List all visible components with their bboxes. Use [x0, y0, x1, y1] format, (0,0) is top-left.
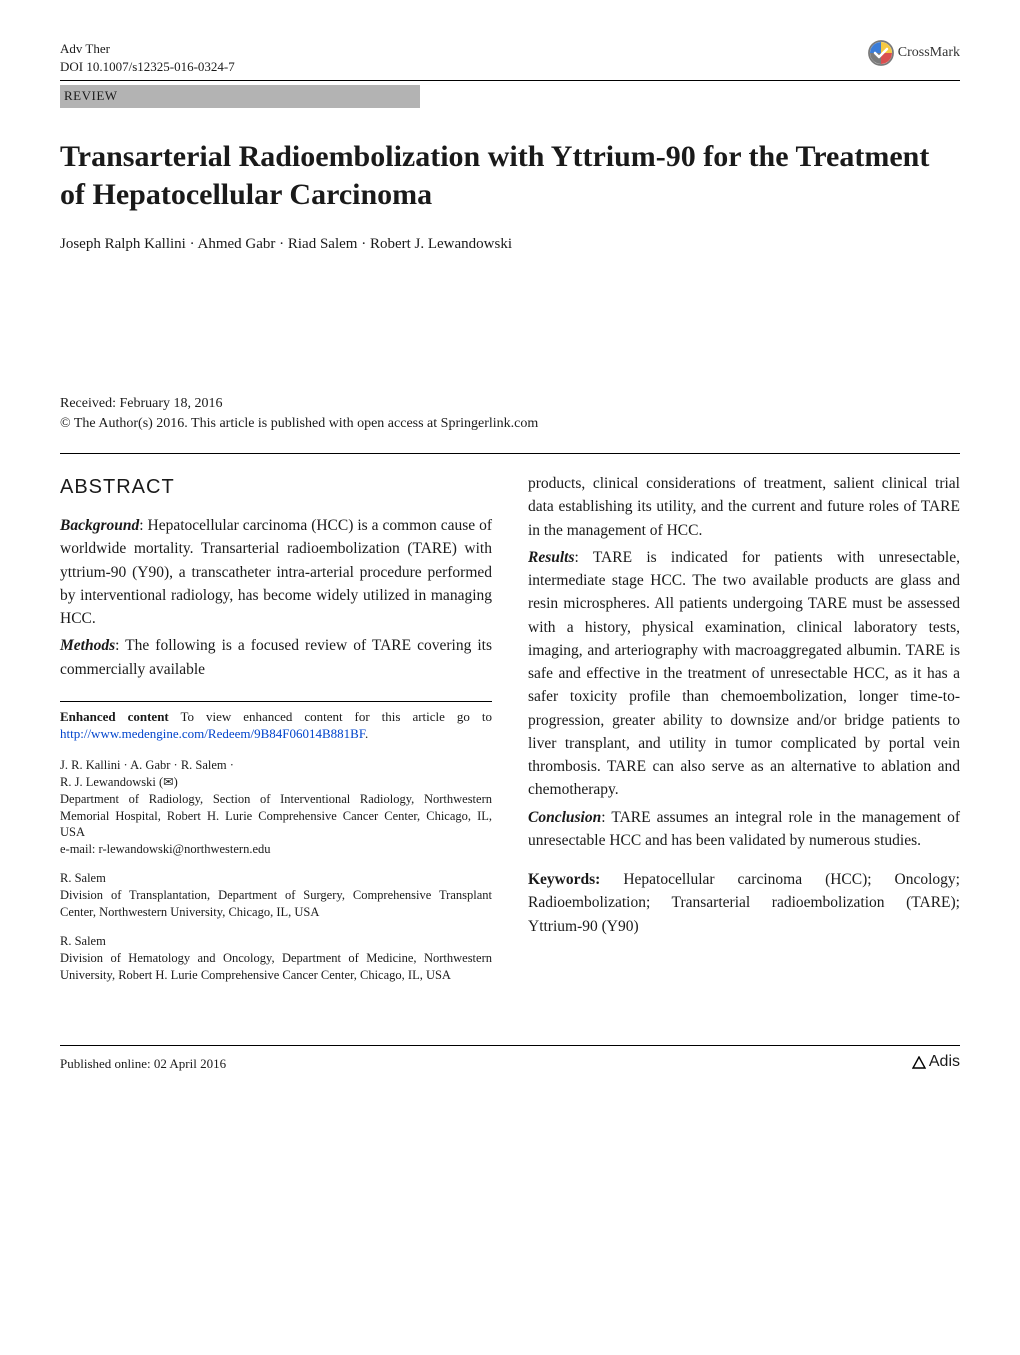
enhanced-tail: .: [365, 726, 368, 741]
affil-corresponding: R. J. Lewandowski (✉): [60, 774, 492, 791]
affiliation-block-2: R. Salem Division of Transplantation, De…: [60, 870, 492, 921]
abstract-background: Background: Hepatocellular carcinoma (HC…: [60, 514, 492, 630]
affiliation-block-1: J. R. Kallini · A. Gabr · R. Salem · R. …: [60, 757, 492, 858]
conclusion-label: Conclusion: [528, 809, 601, 826]
header-rule: [60, 80, 960, 81]
methods-text: : The following is a focused review of T…: [60, 637, 492, 677]
affil-email: e-mail: r-lewandowski@northwestern.edu: [60, 841, 492, 858]
enhanced-link[interactable]: http://www.medengine.com/Redeem/9B84F060…: [60, 726, 365, 741]
enhanced-label: Enhanced content: [60, 709, 169, 724]
results-label: Results: [528, 549, 575, 566]
received-date: Received: February 18, 2016: [60, 395, 960, 413]
affil-text: Division of Transplantation, Department …: [60, 887, 492, 921]
published-online: Published online: 02 April 2016: [60, 1056, 226, 1073]
methods-label: Methods: [60, 637, 115, 654]
keywords: Keywords: Hepatocellular carcinoma (HCC)…: [528, 868, 960, 938]
publisher-name: Adis: [929, 1052, 960, 1073]
affil-text: Division of Hematology and Oncology, Dep…: [60, 950, 492, 984]
abstract-methods: Methods: The following is a focused revi…: [60, 634, 492, 681]
keywords-label: Keywords:: [528, 871, 600, 888]
two-column-body: ABSTRACT Background: Hepatocellular carc…: [60, 472, 960, 995]
enhanced-content-box: Enhanced content To view enhanced conten…: [60, 701, 492, 743]
enhanced-lead: To view enhanced content for this articl…: [169, 709, 492, 724]
crossmark-icon: [868, 40, 894, 66]
publisher-logo: Adis: [912, 1052, 960, 1073]
doi: DOI 10.1007/s12325-016-0324-7: [60, 58, 235, 76]
right-column: products, clinical considerations of tre…: [528, 472, 960, 995]
adis-triangle-icon: [912, 1056, 926, 1070]
mid-rule: [60, 453, 960, 454]
background-label: Background: [60, 517, 139, 534]
affil-text: Department of Radiology, Section of Inte…: [60, 791, 492, 842]
article-title: Transarterial Radioembolization with Ytt…: [60, 138, 960, 213]
page-header: Adv Ther DOI 10.1007/s12325-016-0324-7 C…: [60, 40, 960, 76]
journal-info: Adv Ther DOI 10.1007/s12325-016-0324-7: [60, 40, 235, 76]
journal-name: Adv Ther: [60, 40, 235, 58]
page-footer: Published online: 02 April 2016 Adis: [60, 1045, 960, 1073]
abstract-results: Results: TARE is indicated for patients …: [528, 546, 960, 802]
crossmark-label: CrossMark: [898, 44, 960, 62]
affiliation-block-3: R. Salem Division of Hematology and Onco…: [60, 933, 492, 984]
results-text: : TARE is indicated for patients with un…: [528, 549, 960, 799]
affil-authors: R. Salem: [60, 933, 492, 950]
affil-authors: R. Salem: [60, 870, 492, 887]
left-column: ABSTRACT Background: Hepatocellular carc…: [60, 472, 492, 995]
abstract-conclusion: Conclusion: TARE assumes an integral rol…: [528, 806, 960, 853]
crossmark-badge[interactable]: CrossMark: [868, 40, 960, 66]
authors-line: Joseph Ralph Kallini · Ahmed Gabr · Riad…: [60, 235, 960, 255]
copyright-line: © The Author(s) 2016. This article is pu…: [60, 415, 960, 433]
abstract-continuation: products, clinical considerations of tre…: [528, 472, 960, 542]
abstract-heading: ABSTRACT: [60, 472, 492, 502]
review-tag: REVIEW: [60, 85, 420, 108]
affil-authors: J. R. Kallini · A. Gabr · R. Salem ·: [60, 757, 492, 774]
